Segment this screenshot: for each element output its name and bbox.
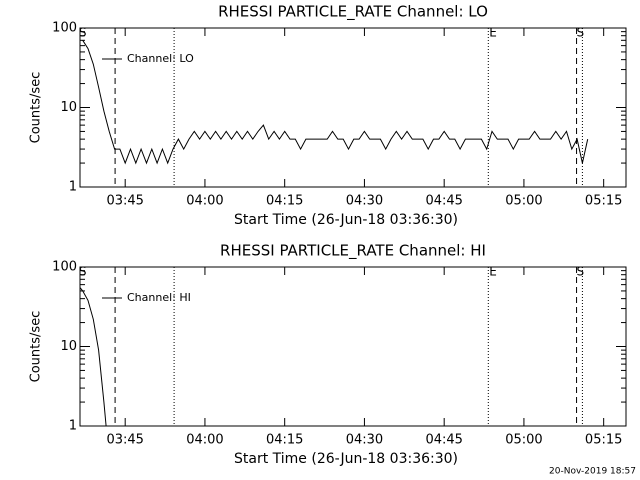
y-tick-label: 100	[52, 21, 77, 36]
flag-label: S	[79, 26, 87, 40]
x-axis-label: Start Time (26-Jun-18 03:36:30)	[234, 451, 458, 467]
legend-label: Channel: LO	[127, 52, 194, 65]
y-tick-label: 10	[60, 100, 77, 115]
x-tick-label: 03:45	[106, 194, 143, 209]
x-tick-label: 05:00	[505, 194, 542, 209]
flag-label: S	[576, 265, 584, 279]
y-axis-label: Counts/sec	[29, 72, 44, 144]
x-tick-label: 03:45	[106, 433, 143, 448]
legend-label: Channel: HI	[127, 291, 191, 304]
x-tick-label: 04:30	[346, 433, 383, 448]
data-line	[82, 40, 589, 165]
x-tick-label: 04:45	[425, 433, 462, 448]
flag-label: S	[79, 265, 87, 279]
x-axis-label: Start Time (26-Jun-18 03:36:30)	[234, 212, 458, 228]
footer: 20-Nov-2019 18:57	[549, 467, 636, 477]
x-tick-label: 04:00	[186, 194, 223, 209]
data-line	[80, 287, 107, 426]
y-tick-label: 100	[52, 260, 77, 275]
y-tick-label: 10	[60, 339, 77, 354]
chart-title: RHESSI PARTICLE_RATE Channel: HI	[220, 242, 486, 261]
y-axis-label: Counts/sec	[29, 311, 44, 383]
x-tick-label: 05:00	[505, 433, 542, 448]
x-tick-label: 05:15	[585, 433, 622, 448]
y-tick-label: 1	[69, 180, 77, 195]
flag-label: E	[489, 265, 497, 279]
x-tick-label: 04:15	[266, 194, 303, 209]
flag-label: E	[489, 26, 497, 40]
x-tick-label: 04:00	[186, 433, 223, 448]
y-tick-label: 1	[69, 419, 77, 434]
x-tick-label: 04:15	[266, 433, 303, 448]
chart-title: RHESSI PARTICLE_RATE Channel: LO	[218, 3, 488, 22]
flag-label: S	[576, 26, 584, 40]
x-tick-label: 04:30	[346, 194, 383, 209]
x-tick-label: 04:45	[425, 194, 462, 209]
x-tick-label: 05:15	[585, 194, 622, 209]
